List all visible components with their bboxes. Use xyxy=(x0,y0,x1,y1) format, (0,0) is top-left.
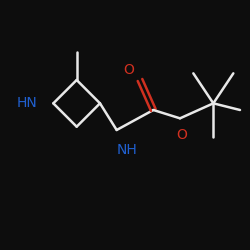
Text: O: O xyxy=(176,128,187,142)
Text: NH: NH xyxy=(116,143,137,157)
Text: O: O xyxy=(123,63,134,77)
Text: HN: HN xyxy=(16,96,37,110)
